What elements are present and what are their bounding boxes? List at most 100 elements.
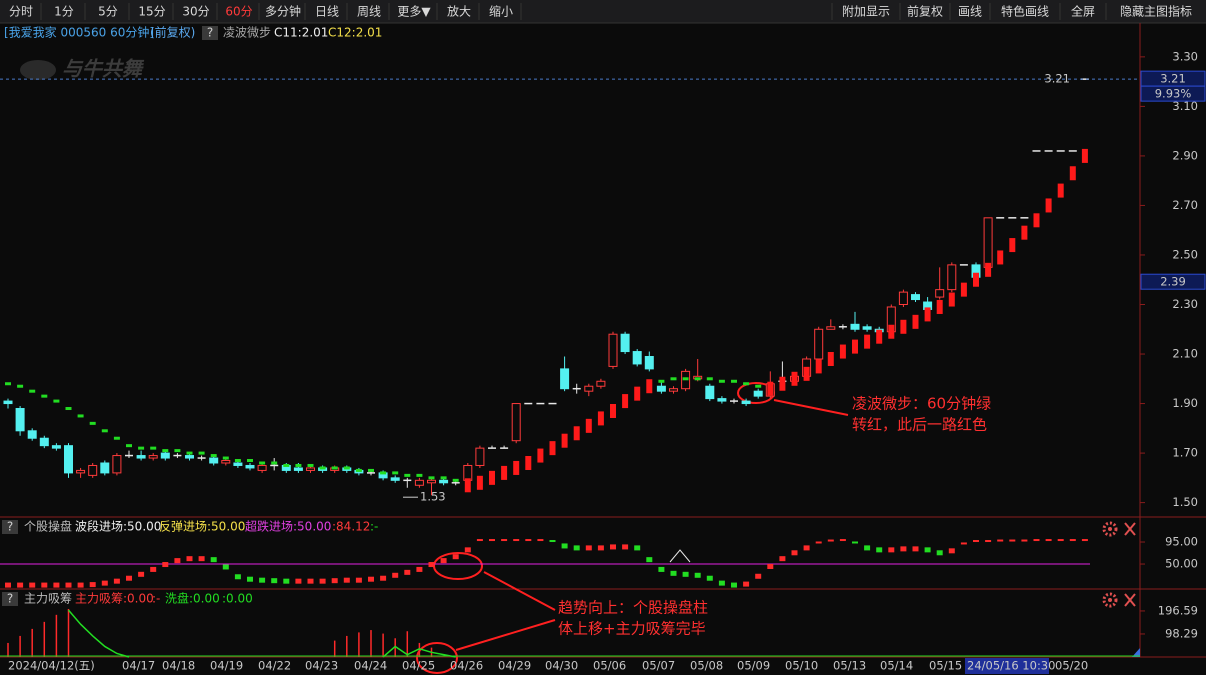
oscillator-dot (319, 578, 326, 584)
toolbar-label[interactable]: 60分 (225, 5, 252, 19)
trail-bar (610, 403, 616, 418)
oscillator-dot (706, 575, 713, 581)
y-tick-label: 2.50 (1172, 247, 1198, 261)
help-icon[interactable]: ? (207, 26, 213, 40)
oscillator-dot (476, 539, 483, 542)
candle-body (112, 455, 122, 474)
toolbar-button[interactable] (86, 1, 129, 22)
toolbar-label[interactable]: 特色画线 (1001, 4, 1049, 19)
panel-value: :- (152, 592, 160, 606)
help-box[interactable] (2, 592, 18, 606)
toolbar-button[interactable] (0, 1, 41, 22)
trail-bar (815, 359, 822, 374)
x-tick-label: 04/17 (122, 659, 155, 673)
toolbar-label[interactable]: 附加显示 (842, 5, 890, 19)
toolbar-button[interactable] (438, 1, 479, 22)
oscillator-dot (755, 573, 762, 579)
trail-dash (368, 468, 374, 472)
toolbar-label[interactable]: 日线 (315, 5, 339, 19)
oscillator-dot (343, 577, 350, 583)
x-tick-label: 05/08 (690, 659, 723, 673)
trail-dash (743, 382, 750, 386)
x-tick-label: 05/14 (880, 659, 913, 673)
toolbar-label[interactable]: 周线 (357, 5, 381, 19)
candle-body (717, 398, 727, 402)
x-tick-label: 05/13 (833, 659, 866, 673)
candle-body (414, 479, 424, 486)
trail-dash (440, 476, 447, 480)
help-icon[interactable]: ? (7, 520, 13, 534)
toolbar-button[interactable] (480, 1, 521, 22)
oscillator-dot (17, 582, 24, 588)
trail-dash (5, 382, 11, 386)
toolbar-label[interactable]: 30分 (182, 5, 209, 19)
candle-body (814, 328, 824, 360)
toolbar-label[interactable]: 分时 (9, 5, 33, 19)
toolbar-button[interactable] (130, 1, 173, 22)
candle-body (148, 455, 158, 459)
toolbar-button[interactable] (348, 1, 389, 22)
toolbar-label[interactable]: 画线 (958, 5, 982, 19)
trail-bar (924, 307, 931, 322)
toolbar-label[interactable]: 全屏 (1071, 4, 1095, 19)
toolbar-button[interactable] (218, 1, 259, 22)
settings-icon[interactable] (1102, 592, 1118, 608)
y-tick-label: 1.90 (1172, 396, 1198, 410)
candle-body (911, 294, 920, 301)
oscillator-dot (876, 547, 883, 553)
trail-dash (259, 461, 266, 465)
oscillator-dot (827, 539, 834, 542)
trail-dash (271, 461, 278, 465)
toolbar-label[interactable]: 隐藏主图指标 (1120, 4, 1192, 19)
trail-dash (452, 478, 459, 482)
toolbar-button[interactable] (174, 1, 217, 22)
toolbar-button[interactable] (42, 1, 85, 22)
oscillator-dot (404, 569, 411, 575)
close-icon[interactable] (1124, 593, 1136, 607)
toolbar-button[interactable] (390, 1, 437, 22)
candle-body (669, 388, 678, 392)
y-tick-label: 1.50 (1172, 495, 1198, 509)
oscillator-dot (1009, 539, 1016, 542)
oscillator-dot (295, 578, 302, 584)
oscillator-dot (803, 545, 810, 551)
help-box[interactable] (202, 26, 218, 40)
trail-bar (1009, 238, 1016, 253)
trail-bar (960, 282, 967, 297)
settings-icon[interactable] (1102, 521, 1118, 537)
candle-body (51, 445, 61, 449)
trail-dash (29, 389, 36, 393)
candle-body (862, 326, 872, 330)
candle-body (584, 385, 594, 392)
help-box[interactable] (2, 520, 18, 534)
toolbar-label[interactable]: 1分 (54, 5, 74, 19)
toolbar-label[interactable]: 缩小 (489, 4, 513, 19)
toolbar-label[interactable]: 前复权 (907, 4, 943, 19)
toolbar-label[interactable]: 更多▼ (397, 5, 431, 19)
candle-body (221, 460, 231, 464)
trail-bar (803, 366, 810, 381)
y-tick-label: 3.30 (1172, 49, 1198, 63)
x-tick-label: 04/26 (450, 659, 483, 673)
candle-body (560, 368, 570, 390)
oscillator-dot (283, 578, 290, 584)
help-icon[interactable]: ? (7, 592, 13, 606)
toolbar-label[interactable]: 多分钟 (265, 4, 301, 19)
trail-bar (561, 433, 568, 448)
x-label-highlight (965, 658, 1049, 674)
x-tick-label: 24/05/16 10:30 (967, 659, 1055, 673)
trail-dash (355, 468, 362, 472)
toolbar-button[interactable] (306, 1, 347, 22)
close-icon[interactable] (1124, 522, 1136, 536)
trail-bar (1021, 225, 1028, 240)
candle-body (39, 437, 49, 447)
toolbar-label[interactable]: 放大 (447, 4, 471, 19)
toolbar-label[interactable]: 15分 (138, 5, 165, 19)
toolbar-label[interactable]: 5分 (98, 5, 118, 19)
toolbar-button[interactable] (260, 1, 305, 22)
trail-bar (936, 299, 943, 314)
trail-bar (1033, 213, 1040, 228)
oscillator-dot (658, 566, 665, 572)
